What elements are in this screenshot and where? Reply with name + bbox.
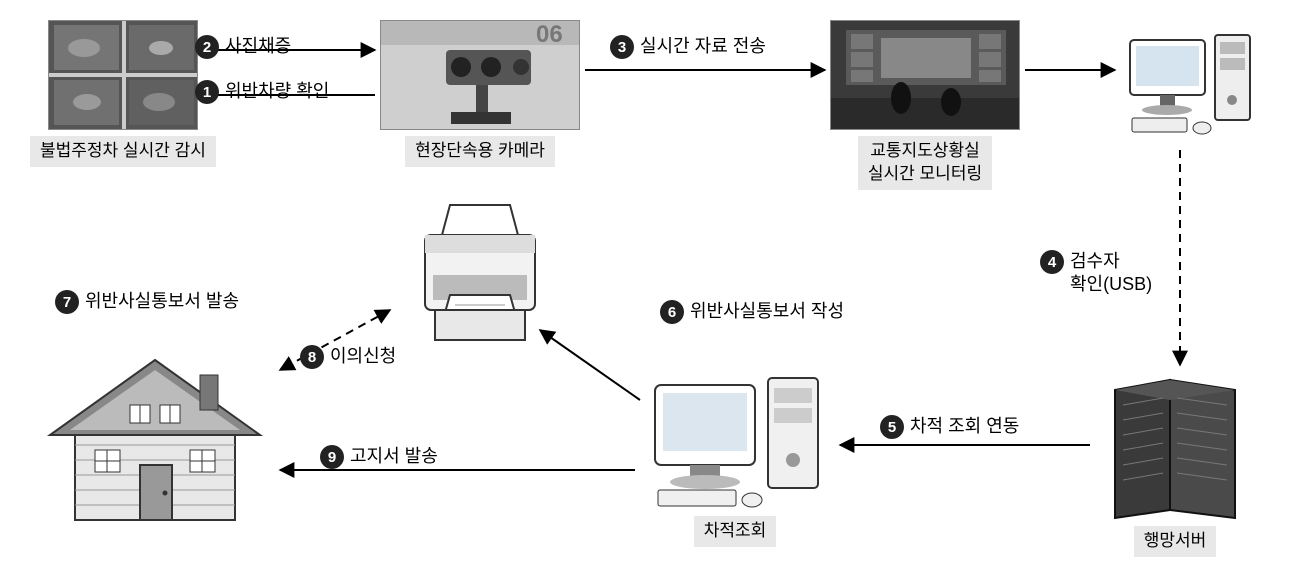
label-5: 차적 조회 연동 (910, 415, 1019, 438)
badge-7: 7 (55, 290, 79, 314)
badge-4: 4 (1040, 250, 1064, 274)
step-5: 5 차적 조회 연동 (880, 415, 1019, 439)
node-house (40, 350, 270, 530)
desktop-pc-icon (1120, 30, 1260, 140)
label-1: 위반차량 확인 (225, 80, 329, 103)
caption-camera: 현장단속용 카메라 (405, 136, 555, 167)
house-icon (40, 350, 270, 530)
caption-lookup: 차적조회 (694, 516, 777, 547)
enforcement-camera-image: 06 (380, 20, 580, 130)
step-8: 8 이의신청 (300, 345, 396, 369)
step-3: 3 실시간 자료 전송 (610, 35, 766, 59)
node-control-room: 교통지도상황실 실시간 모니터링 (830, 20, 1020, 190)
badge-5: 5 (880, 415, 904, 439)
label-4: 검수자 확인(USB) (1070, 250, 1152, 297)
step-2: 2 사진채증 (195, 35, 291, 59)
printer-icon (400, 200, 560, 350)
badge-2: 2 (195, 35, 219, 59)
lookup-pc-icon (640, 370, 830, 510)
label-7: 위반사실통보서 발송 (85, 290, 239, 313)
node-camera: 06 현장단속용 카메라 (380, 20, 580, 167)
step-6: 6 위반사실통보서 작성 (660, 300, 844, 324)
badge-3: 3 (610, 35, 634, 59)
badge-9: 9 (320, 445, 344, 469)
caption-server: 행망서버 (1134, 526, 1217, 557)
step-9: 9 고지서 발송 (320, 445, 438, 469)
badge-6: 6 (660, 300, 684, 324)
caption-surveillance: 불법주정차 실시간 감시 (30, 136, 216, 167)
server-icon (1095, 370, 1255, 520)
badge-1: 1 (195, 80, 219, 104)
surveillance-grid-image (48, 20, 198, 130)
node-lookup-pc: 차적조회 (640, 370, 830, 547)
node-surveillance: 불법주정차 실시간 감시 (30, 20, 216, 167)
control-room-image (830, 20, 1020, 130)
caption-control-room: 교통지도상황실 실시간 모니터링 (858, 136, 992, 190)
label-6: 위반사실통보서 작성 (690, 300, 844, 323)
label-8: 이의신청 (330, 345, 396, 368)
node-desktop-pc (1120, 30, 1260, 140)
svg-text:06: 06 (536, 21, 563, 48)
node-printer (400, 200, 560, 350)
step-7: 7 위반사실통보서 발송 (55, 290, 239, 314)
step-4: 4 검수자 확인(USB) (1040, 250, 1152, 297)
label-9: 고지서 발송 (350, 445, 438, 468)
label-3: 실시간 자료 전송 (640, 35, 766, 58)
node-server: 행망서버 (1095, 370, 1255, 557)
label-2: 사진채증 (225, 35, 291, 58)
step-1: 1 위반차량 확인 (195, 80, 329, 104)
badge-8: 8 (300, 345, 324, 369)
